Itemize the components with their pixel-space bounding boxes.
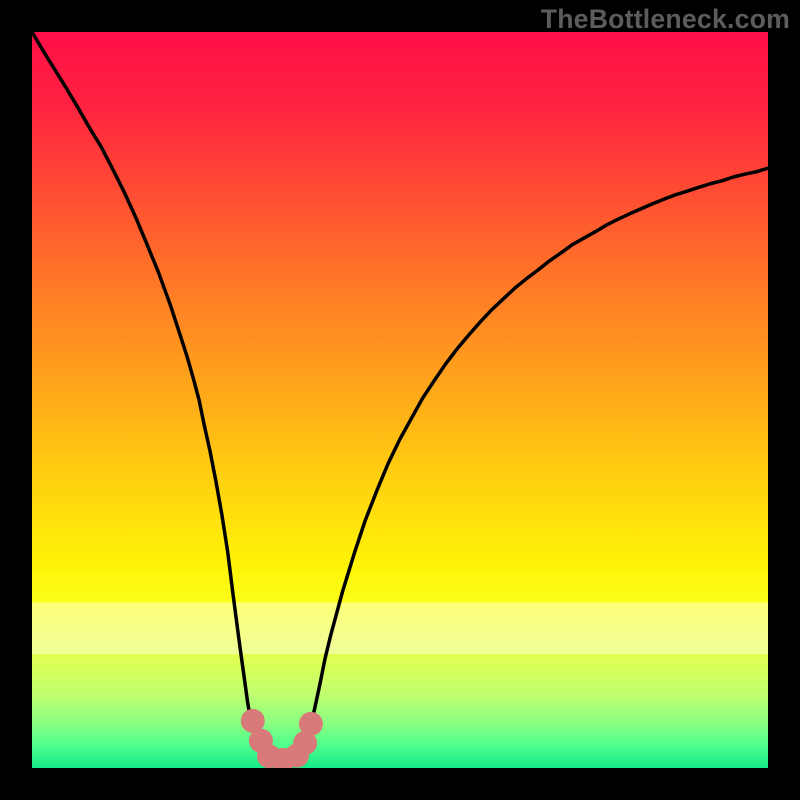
- pale-horizontal-band: [32, 602, 768, 654]
- chart-svg: [32, 32, 768, 768]
- bottleneck-chart: [32, 32, 768, 768]
- chart-background: [32, 32, 768, 768]
- marker-dot: [299, 712, 323, 736]
- watermark-text: TheBottleneck.com: [541, 4, 790, 35]
- canvas: TheBottleneck.com: [0, 0, 800, 800]
